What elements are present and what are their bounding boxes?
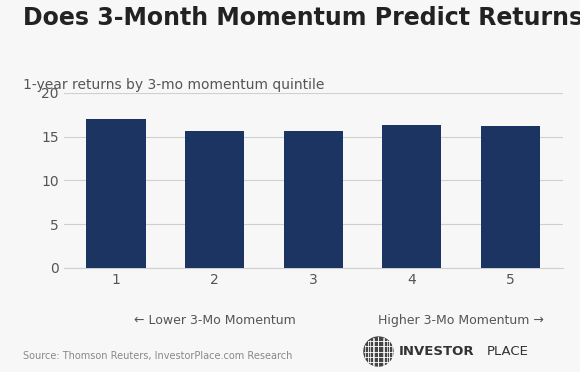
Text: Does 3-Month Momentum Predict Returns?: Does 3-Month Momentum Predict Returns? <box>23 6 580 30</box>
Text: Higher 3-Mo Momentum →: Higher 3-Mo Momentum → <box>378 314 544 327</box>
Bar <box>481 126 540 268</box>
Text: PLACE: PLACE <box>487 345 529 358</box>
Text: ← Lower 3-Mo Momentum: ← Lower 3-Mo Momentum <box>134 314 295 327</box>
Text: Source: Thomson Reuters, InvestorPlace.com Research: Source: Thomson Reuters, InvestorPlace.c… <box>23 351 292 361</box>
Bar <box>86 119 146 268</box>
Bar <box>185 131 244 268</box>
Text: INVESTOR: INVESTOR <box>399 345 474 358</box>
Text: 1-year returns by 3-mo momentum quintile: 1-year returns by 3-mo momentum quintile <box>23 78 325 92</box>
Bar <box>284 131 343 268</box>
Bar <box>382 125 441 268</box>
Polygon shape <box>364 337 393 366</box>
